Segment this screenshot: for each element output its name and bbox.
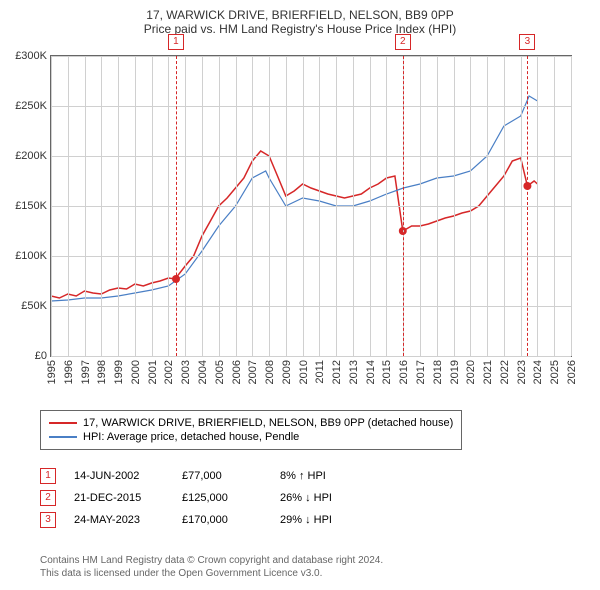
legend-label: 17, WARWICK DRIVE, BRIERFIELD, NELSON, B… [83, 417, 453, 429]
transaction-table: 1 14-JUN-2002 £77,000 8% ↑ HPI 2 21-DEC-… [40, 462, 380, 534]
x-axis-label: 2005 [214, 360, 226, 384]
x-axis-label: 2013 [348, 360, 360, 384]
x-axis-label: 2019 [449, 360, 461, 384]
x-axis-label: 1999 [113, 360, 125, 384]
x-axis-label: 2020 [465, 360, 477, 384]
x-axis-label: 2016 [398, 360, 410, 384]
x-axis-label: 2017 [415, 360, 427, 384]
legend-swatch [49, 422, 77, 424]
footer-line: Contains HM Land Registry data © Crown c… [40, 554, 383, 567]
x-axis-label: 2025 [549, 360, 561, 384]
x-axis-label: 2014 [365, 360, 377, 384]
transaction-row: 3 24-MAY-2023 £170,000 29% ↓ HPI [40, 512, 380, 528]
transaction-diff: 29% ↓ HPI [280, 514, 380, 526]
legend-row: 17, WARWICK DRIVE, BRIERFIELD, NELSON, B… [49, 417, 453, 429]
x-axis-label: 2010 [298, 360, 310, 384]
x-axis-label: 1998 [96, 360, 108, 384]
x-axis-label: 2012 [331, 360, 343, 384]
y-axis-label: £100K [15, 250, 47, 262]
x-axis-label: 2003 [180, 360, 192, 384]
chart-marker: 3 [519, 34, 535, 50]
x-axis-label: 1997 [80, 360, 92, 384]
x-axis-label: 2009 [281, 360, 293, 384]
x-axis-label: 2004 [197, 360, 209, 384]
chart-subtitle: Price paid vs. HM Land Registry's House … [0, 22, 600, 40]
y-axis-label: £150K [15, 200, 47, 212]
transaction-price: £125,000 [182, 492, 262, 504]
footer-attribution: Contains HM Land Registry data © Crown c… [40, 554, 383, 580]
transaction-diff: 26% ↓ HPI [280, 492, 380, 504]
transaction-row: 2 21-DEC-2015 £125,000 26% ↓ HPI [40, 490, 380, 506]
x-axis-label: 2026 [566, 360, 578, 384]
transaction-marker: 3 [40, 512, 56, 528]
chart-marker: 1 [168, 34, 184, 50]
transaction-price: £170,000 [182, 514, 262, 526]
x-axis-label: 1996 [63, 360, 75, 384]
transaction-row: 1 14-JUN-2002 £77,000 8% ↑ HPI [40, 468, 380, 484]
transaction-date: 14-JUN-2002 [74, 470, 164, 482]
x-axis-label: 2023 [516, 360, 528, 384]
footer-line: This data is licensed under the Open Gov… [40, 567, 383, 580]
x-axis-label: 2015 [381, 360, 393, 384]
y-axis-label: £250K [15, 100, 47, 112]
x-axis-label: 2011 [314, 360, 326, 384]
x-axis-label: 2022 [499, 360, 511, 384]
legend-box: 17, WARWICK DRIVE, BRIERFIELD, NELSON, B… [40, 410, 462, 450]
chart-marker: 2 [395, 34, 411, 50]
x-axis-label: 1995 [46, 360, 58, 384]
x-axis-label: 2007 [247, 360, 259, 384]
x-axis-label: 2008 [264, 360, 276, 384]
x-axis-label: 2024 [532, 360, 544, 384]
transaction-date: 21-DEC-2015 [74, 492, 164, 504]
y-axis-label: £200K [15, 150, 47, 162]
chart-title: 17, WARWICK DRIVE, BRIERFIELD, NELSON, B… [0, 0, 600, 22]
transaction-price: £77,000 [182, 470, 262, 482]
legend-swatch [49, 436, 77, 438]
x-axis-label: 2000 [130, 360, 142, 384]
x-axis-label: 2021 [482, 360, 494, 384]
chart-container: 17, WARWICK DRIVE, BRIERFIELD, NELSON, B… [0, 0, 600, 590]
y-axis-label: £50K [21, 300, 47, 312]
x-axis-label: 2006 [231, 360, 243, 384]
transaction-diff: 8% ↑ HPI [280, 470, 380, 482]
transaction-marker: 1 [40, 468, 56, 484]
x-axis-label: 2001 [147, 360, 159, 384]
legend-label: HPI: Average price, detached house, Pend… [83, 431, 299, 443]
transaction-date: 24-MAY-2023 [74, 514, 164, 526]
x-axis-label: 2002 [163, 360, 175, 384]
x-axis-label: 2018 [432, 360, 444, 384]
transaction-marker: 2 [40, 490, 56, 506]
chart-plot-area: £0£50K£100K£150K£200K£250K£300K199519961… [50, 55, 572, 357]
y-axis-label: £300K [15, 50, 47, 62]
legend-row: HPI: Average price, detached house, Pend… [49, 431, 453, 443]
